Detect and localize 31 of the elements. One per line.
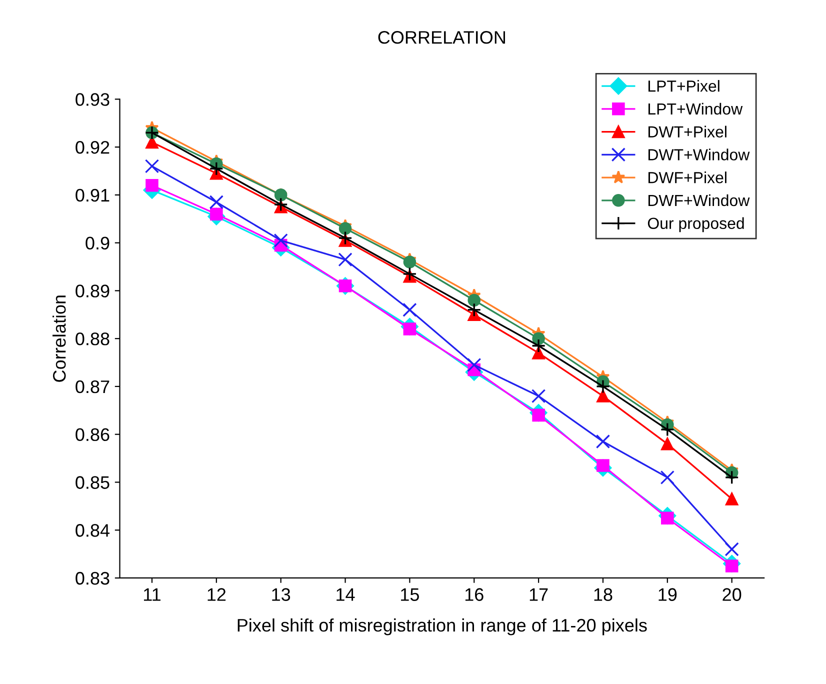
y-tick-label: 0.93 (76, 93, 110, 106)
y-tick-label: 0.89 (76, 284, 110, 298)
y-tick-label: 0.86 (76, 428, 110, 442)
y-tick-label: 0.91 (76, 188, 110, 202)
y-tick-label: 0.85 (76, 476, 110, 489)
x-tick-label: 13 (272, 588, 290, 601)
legend-label: DWF+Pixel (648, 172, 726, 184)
chart-title: CORRELATION (378, 31, 505, 44)
legend-label: DWT+Pixel (648, 126, 726, 138)
y-tick-label: 0.88 (76, 332, 110, 346)
legend-label: LPT+Window (648, 102, 743, 115)
legend-label: LPT+Pixel (648, 80, 720, 92)
y-tick-label: 0.87 (76, 380, 110, 394)
x-tick-label: 14 (336, 588, 355, 601)
y-tick-label: 0.84 (76, 524, 110, 537)
x-tick-label: 17 (530, 588, 548, 601)
y-tick-label: 0.92 (76, 140, 110, 154)
legend-label: Our proposed (648, 217, 744, 232)
x-axis-title: Pixel shift of misregistration in range of 11-20 pixels (238, 618, 647, 636)
x-tick-label: 20 (722, 588, 742, 601)
y-tick-label: 0.83 (76, 572, 110, 585)
y-axis-title: Correlation (52, 296, 66, 382)
y-tick-label: 0.9 (86, 236, 110, 250)
x-tick-label: 12 (208, 588, 226, 601)
legend-label: DWT+Window (648, 148, 750, 160)
x-tick-label: 15 (401, 588, 419, 601)
x-tick-label: 11 (144, 588, 160, 601)
x-tick-label: 19 (658, 588, 677, 601)
x-tick-label: 18 (594, 588, 612, 601)
legend-label: DWF+Window (648, 194, 750, 206)
x-tick-label: 16 (465, 588, 484, 601)
